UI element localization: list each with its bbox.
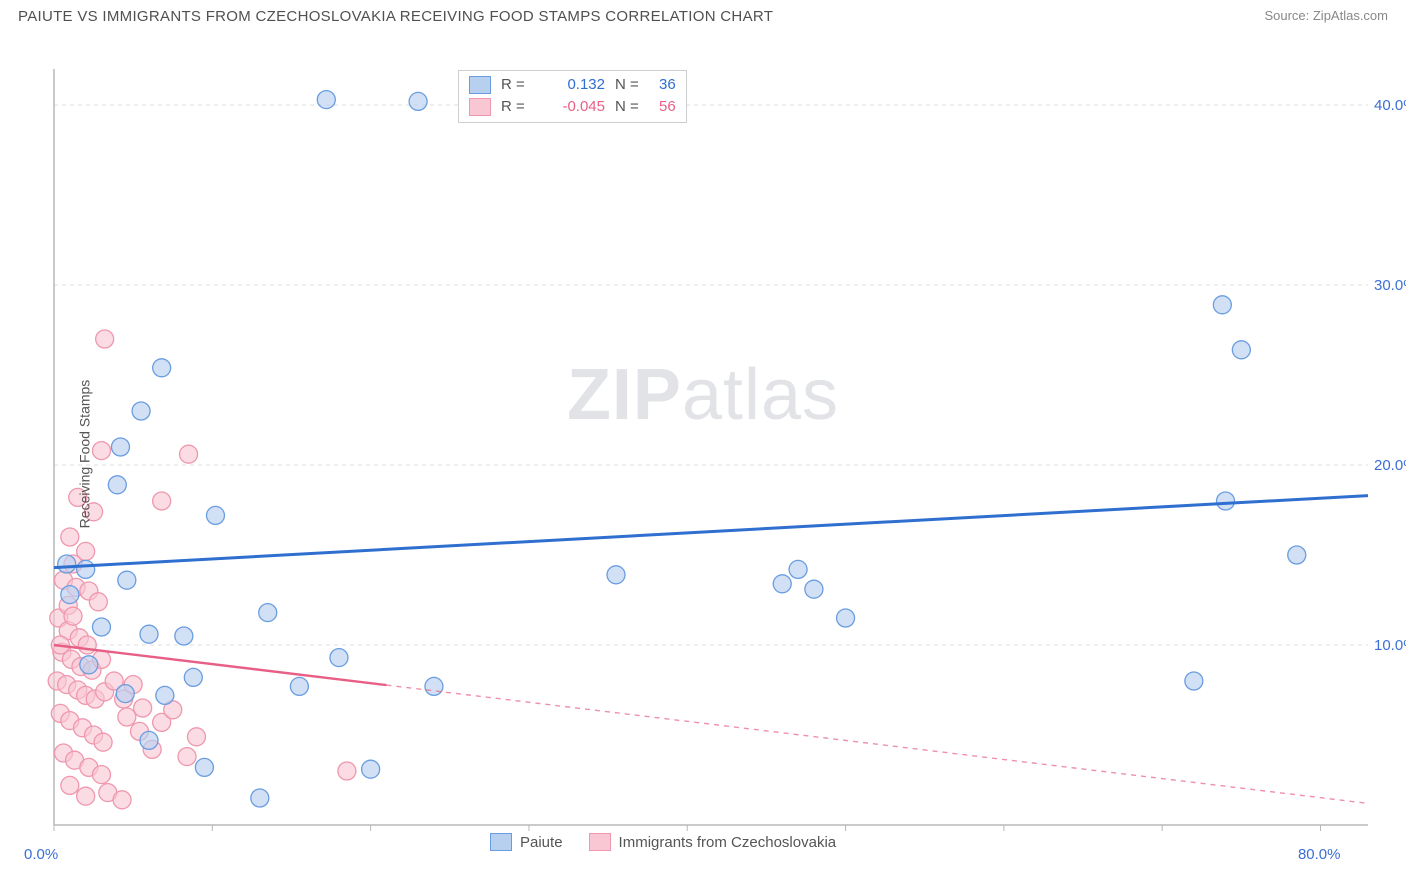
legend-stats-row: R = -0.045 N = 56 [469, 96, 676, 118]
scatter-plot-svg: 10.0% 20.0% 30.0% 40.0% 0.0% 80.0% [0, 29, 1406, 879]
legend-r-value: -0.045 [545, 96, 605, 118]
legend-stats-row: R = 0.132 N = 36 [469, 74, 676, 96]
legend-series-label: Immigrants from Czechoslovakia [619, 834, 837, 851]
legend-swatch [589, 833, 611, 851]
source-link[interactable]: ZipAtlas.com [1313, 8, 1388, 23]
correlation-legend: R = 0.132 N = 36 R = -0.045 N = 56 [458, 70, 687, 123]
svg-text:40.0%: 40.0% [1374, 97, 1406, 114]
series-legend: Paiute Immigrants from Czechoslovakia [490, 833, 836, 851]
legend-r-value: 0.132 [545, 74, 605, 96]
legend-n-value: 36 [659, 74, 676, 96]
legend-n-value: 56 [659, 96, 676, 118]
chart-title: PAIUTE VS IMMIGRANTS FROM CZECHOSLOVAKIA… [18, 8, 773, 25]
legend-r-label: R = [501, 96, 535, 118]
svg-text:30.0%: 30.0% [1374, 277, 1406, 294]
legend-swatch [469, 76, 491, 94]
legend-series-item: Immigrants from Czechoslovakia [589, 833, 837, 851]
svg-text:0.0%: 0.0% [24, 846, 58, 863]
svg-text:80.0%: 80.0% [1298, 846, 1341, 863]
legend-swatch [490, 833, 512, 851]
chart-header: PAIUTE VS IMMIGRANTS FROM CZECHOSLOVAKIA… [0, 0, 1406, 29]
svg-text:20.0%: 20.0% [1374, 457, 1406, 474]
legend-swatch [469, 98, 491, 116]
source-credit: Source: ZipAtlas.com [1264, 8, 1388, 23]
svg-text:10.0%: 10.0% [1374, 637, 1406, 654]
legend-series-label: Paiute [520, 834, 563, 851]
legend-r-label: R = [501, 74, 535, 96]
y-axis-label: Receiving Food Stamps [76, 380, 92, 529]
legend-series-item: Paiute [490, 833, 563, 851]
legend-n-label: N = [615, 96, 649, 118]
legend-n-label: N = [615, 74, 649, 96]
chart-area: Receiving Food Stamps ZIPatlas 10.0%20.0… [0, 29, 1406, 879]
